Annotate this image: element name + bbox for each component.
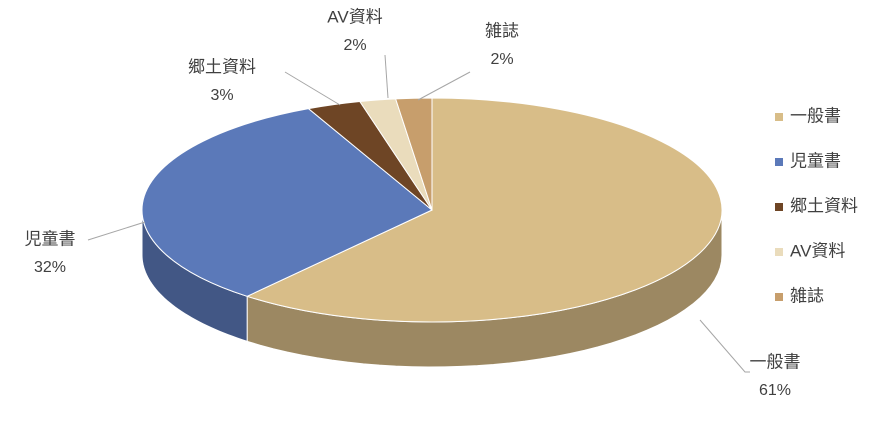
data-label-value: 3% xyxy=(210,87,233,104)
data-label-value: 32% xyxy=(34,259,66,276)
legend-swatch xyxy=(775,158,783,166)
data-label-value: 2% xyxy=(343,37,366,54)
data-label-name: 郷土資料 xyxy=(188,57,256,76)
leader-line xyxy=(699,319,750,373)
legend-swatch xyxy=(775,248,783,256)
legend-swatch xyxy=(775,203,783,211)
data-label-name: 一般書 xyxy=(750,352,801,371)
legend-swatch xyxy=(775,293,783,301)
slice xyxy=(394,97,433,211)
legend-swatch xyxy=(775,113,783,121)
data-label-value: 2% xyxy=(490,51,513,68)
legend-label: 一般書 xyxy=(790,106,841,125)
data-label-name: 児童書 xyxy=(25,229,76,248)
leader-line xyxy=(87,221,146,241)
data-label-name: AV資料 xyxy=(327,7,382,26)
legend-label: AV資料 xyxy=(790,241,845,260)
legend-label: 郷土資料 xyxy=(790,196,858,215)
leader-line xyxy=(384,54,389,99)
leader-line xyxy=(284,71,341,106)
data-label-value: 61% xyxy=(759,382,791,399)
slice xyxy=(141,108,433,297)
legend-label: 児童書 xyxy=(790,151,841,170)
slice xyxy=(245,97,723,323)
data-label-name: 雑誌 xyxy=(485,21,519,40)
leader-line xyxy=(417,71,471,101)
legend-label: 雑誌 xyxy=(790,286,824,305)
